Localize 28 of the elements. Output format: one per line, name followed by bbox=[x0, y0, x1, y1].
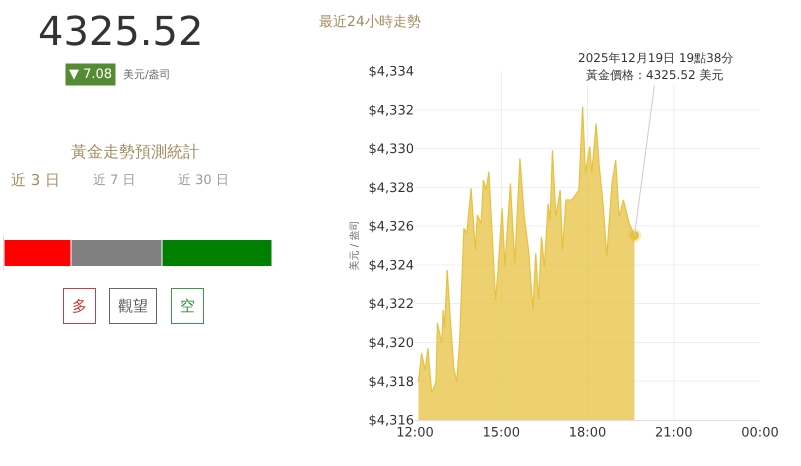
x-tick-label: 12:00 bbox=[396, 426, 434, 441]
text: 近 7 日 bbox=[93, 173, 136, 188]
y-tick-label: $4,330 bbox=[368, 142, 414, 158]
y-axis-title: 美元 / 盎司 bbox=[348, 220, 360, 270]
text: 4325.52 bbox=[38, 9, 204, 55]
text: ▼ 7.08 bbox=[69, 67, 112, 82]
y-tick-label: $4,326 bbox=[368, 220, 414, 235]
y-tick-label: $4,320 bbox=[368, 336, 414, 351]
text: 近 30 日 bbox=[178, 173, 229, 188]
y-tick-label: $4,318 bbox=[368, 374, 414, 390]
text: 近 3 日 bbox=[11, 171, 60, 189]
chart-title: 黃金走勢預測統計 bbox=[71, 142, 199, 161]
text: 2025年12月19日 19點38分 bbox=[578, 51, 734, 65]
text: 空 bbox=[180, 297, 195, 315]
y-tick-label: $4,328 bbox=[368, 180, 414, 196]
text: 觀望 bbox=[118, 297, 148, 315]
x-tick-label: 21:00 bbox=[655, 426, 692, 441]
x-tick-label: 15:00 bbox=[482, 426, 520, 441]
text: 多 bbox=[72, 297, 87, 315]
y-tick-label: $4,334 bbox=[368, 64, 414, 80]
x-tick-label: 18:00 bbox=[568, 426, 606, 441]
y-tick-label: $4,324 bbox=[368, 258, 414, 274]
annotation: 黃金價格：4325.52 美元 bbox=[586, 68, 724, 82]
y-tick-label: $4,322 bbox=[368, 297, 414, 312]
chart-title: 最近24小時走勢 bbox=[319, 14, 421, 30]
y-tick-label: $4,332 bbox=[368, 103, 414, 118]
x-tick-label: 00:00 bbox=[741, 426, 779, 441]
text: 美元/盎司 bbox=[123, 68, 171, 81]
